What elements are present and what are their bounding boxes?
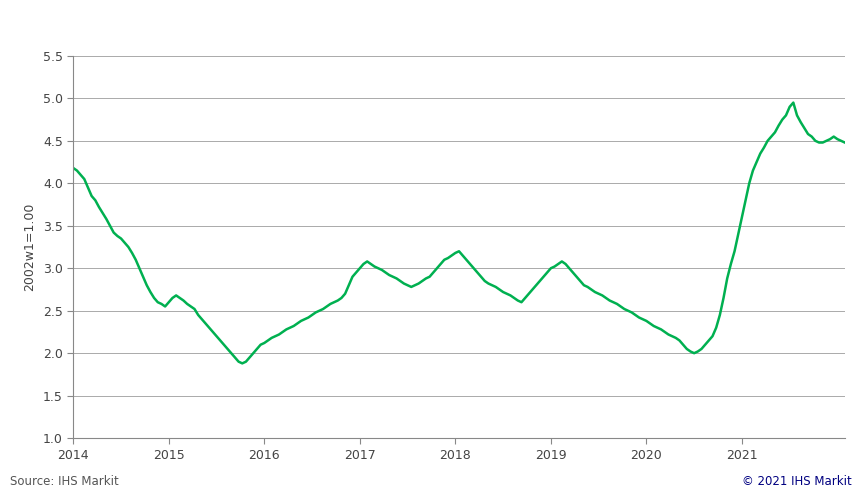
Y-axis label: 2002w1=1.00: 2002w1=1.00 — [23, 203, 36, 291]
Text: IHS Markit Materials Price Index: IHS Markit Materials Price Index — [10, 13, 337, 31]
Text: © 2021 IHS Markit: © 2021 IHS Markit — [741, 475, 851, 488]
Text: Source: IHS Markit: Source: IHS Markit — [10, 475, 119, 488]
